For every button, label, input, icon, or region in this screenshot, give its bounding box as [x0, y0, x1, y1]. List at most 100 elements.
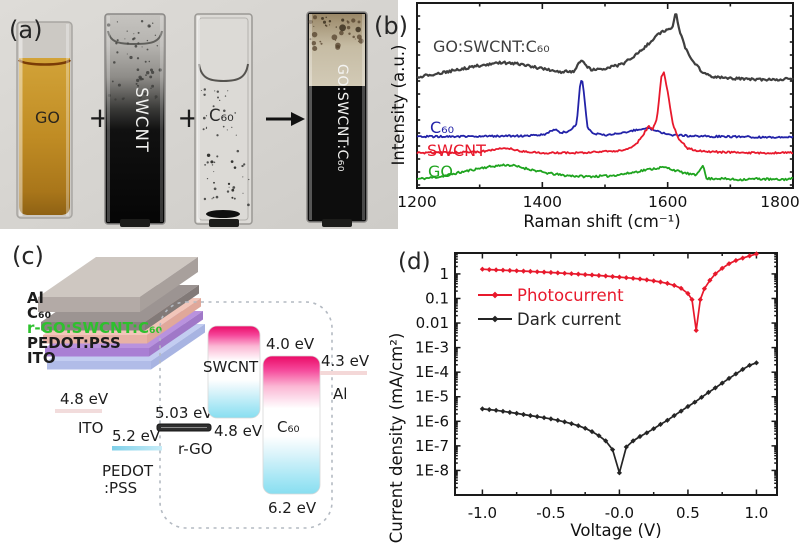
speckle-dot [312, 15, 318, 20]
speckle-dot [137, 31, 140, 34]
dark-current-marker-icon [491, 315, 499, 323]
speckle-dot [226, 190, 230, 193]
jv-marker [541, 269, 547, 275]
panel-c: Al C₆₀ r-GO:SWCNT:C₆₀ PEDOT:PSS ITO 4.8 … [12, 242, 370, 529]
speckle-dot [214, 90, 216, 92]
speckle-dot [138, 95, 142, 99]
speckle-dot [233, 197, 236, 200]
jv-marker [555, 417, 561, 423]
jv-marker [644, 430, 650, 436]
speckle-dot [150, 87, 152, 90]
speckle-dot [216, 90, 219, 93]
speckle-dot [212, 196, 215, 199]
speckle-dot [136, 68, 140, 72]
speckle-dot [351, 18, 356, 23]
raman-curve-1 [416, 80, 794, 139]
jv-marker [630, 438, 636, 444]
cuvette-c60-label: C₆₀ [209, 106, 234, 125]
speckle-dot [217, 96, 219, 99]
jv-marker [657, 279, 664, 285]
raman-legend-blend: GO:SWCNT:C₆₀ [433, 37, 550, 56]
jv-series [479, 251, 759, 476]
speckle-dot [328, 24, 331, 26]
speckle-dot [242, 176, 244, 178]
speckle-dot [133, 33, 135, 35]
jv-marker [657, 421, 664, 427]
speckle-dot [151, 70, 155, 74]
jv-marker [637, 433, 643, 440]
jv-marker [555, 270, 561, 276]
ito-energy-bar [55, 409, 102, 413]
stack-label-blend: r-GO:SWCNT:C₆₀ [27, 319, 162, 337]
speckle-dot [223, 109, 226, 112]
raman-xtick-labels: 1200 1400 1600 1800 [397, 193, 799, 211]
jv-marker [610, 274, 616, 280]
speckle-dot [146, 71, 150, 75]
speckle-dot [154, 34, 157, 36]
rgo-energy-label: r-GO [178, 440, 213, 458]
speckle-dot [357, 20, 361, 24]
jv-marker [507, 267, 513, 274]
raman-series [416, 13, 794, 182]
speckle-dot [227, 90, 229, 92]
jv-marker [616, 274, 622, 280]
speckle-dot [116, 51, 119, 54]
ito-energy-value: 4.8 eV [60, 390, 109, 408]
speckle-dot [136, 78, 140, 83]
jv-marker [719, 265, 725, 271]
c60-sediment [206, 210, 240, 218]
jv-marker [671, 413, 677, 419]
raman-legend-swcnt: SWCNT [427, 141, 486, 160]
speckle-dot [324, 24, 327, 27]
speckle-dot [212, 105, 215, 108]
speckle-dot [136, 57, 140, 60]
speckle-dot [313, 25, 315, 27]
jv-marker [707, 277, 713, 283]
jv-marker [520, 411, 527, 418]
speckle-dot [216, 134, 219, 137]
jv-marker [548, 269, 554, 276]
speckle-dot [202, 128, 205, 131]
jv-marker [479, 266, 485, 272]
jv-marker [623, 275, 629, 281]
panel-c-label: (c) [12, 242, 44, 270]
speckle-dot [222, 125, 225, 128]
jv-marker [486, 407, 492, 413]
speckle-dot [203, 93, 206, 97]
jv-marker [575, 423, 581, 429]
speckle-dot [116, 39, 119, 42]
speckle-dot [312, 45, 318, 52]
speckle-dot [339, 30, 344, 36]
speckle-dot [320, 42, 323, 45]
speckle-dot [106, 23, 111, 27]
jv-marker [644, 277, 650, 283]
speckle-dot [146, 48, 149, 51]
jv-marker [664, 280, 670, 286]
jv-marker [582, 272, 588, 278]
speckle-dot [213, 187, 217, 191]
speckle-dot [111, 80, 114, 83]
jv-marker [753, 251, 759, 257]
speckle-dot [357, 40, 359, 42]
speckle-dot [117, 83, 121, 87]
jv-marker [685, 290, 691, 297]
speckle-dot [243, 163, 246, 166]
speckle-dot [151, 84, 155, 88]
jv-marker [726, 261, 732, 267]
jv-ytick-label: 0.01 [416, 314, 449, 332]
jv-marker [589, 272, 595, 278]
raman-axis-ticks [416, 3, 794, 188]
pedot-energy-label-1: PEDOT [102, 462, 154, 480]
speckle-dot [148, 60, 151, 63]
jv-marker [527, 268, 533, 274]
raman-xtick-label: 1600 [648, 193, 687, 211]
rgo-energy-value-top: 5.03 eV [155, 404, 213, 422]
jv-marker [697, 297, 703, 303]
speckle-dot [230, 160, 234, 163]
jv-legend-dark-current: Dark current [517, 310, 621, 329]
c60-energy-value-top: 4.0 eV [266, 335, 315, 353]
jv-ytick-label: 1E-5 [415, 388, 449, 406]
jv-xlabel: Voltage (V) [570, 521, 661, 540]
speckle-dot [137, 84, 140, 87]
jv-marker [651, 278, 657, 284]
